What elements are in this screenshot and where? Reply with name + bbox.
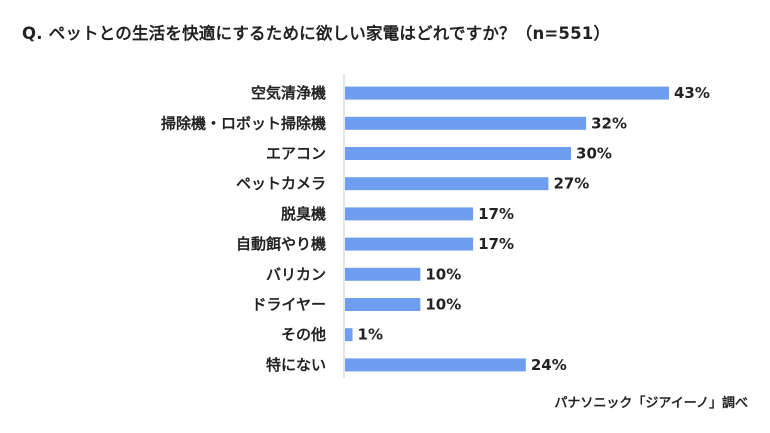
category-label: 掃除機・ロボット掃除機 bbox=[161, 114, 326, 132]
category-label: 特にない bbox=[266, 356, 326, 374]
category-label: ドライヤー bbox=[251, 296, 326, 314]
value-label: 17% bbox=[478, 235, 514, 253]
category-label: ペットカメラ bbox=[236, 175, 326, 193]
bar bbox=[345, 358, 526, 372]
category-label: 空気清浄機 bbox=[251, 84, 326, 102]
value-label: 27% bbox=[553, 175, 589, 193]
category-label: エアコン bbox=[266, 145, 326, 163]
bar bbox=[345, 207, 474, 221]
bar bbox=[345, 237, 474, 251]
value-label: 24% bbox=[531, 356, 567, 374]
value-label: 10% bbox=[425, 265, 461, 283]
bar bbox=[345, 267, 421, 281]
category-label: 脱臭機 bbox=[281, 205, 326, 223]
bar bbox=[345, 298, 421, 311]
category-label: 自動餌やり機 bbox=[236, 235, 326, 253]
value-label: 43% bbox=[674, 84, 710, 102]
bar bbox=[345, 147, 572, 160]
value-label: 10% bbox=[425, 296, 461, 314]
value-label: 1% bbox=[358, 326, 383, 344]
bar bbox=[345, 86, 669, 100]
chart-title: Q. ペットとの生活を快適にするために欲しい家電はどれですか？（n=551） bbox=[22, 24, 611, 43]
source-note: パナソニック「ジアイーノ」調べ bbox=[554, 396, 748, 411]
category-label: バリカン bbox=[266, 265, 326, 283]
bar bbox=[345, 328, 353, 342]
bar bbox=[345, 116, 587, 130]
value-label: 32% bbox=[591, 114, 627, 132]
value-label: 30% bbox=[576, 145, 612, 163]
category-label: その他 bbox=[281, 326, 326, 344]
bar bbox=[345, 177, 549, 191]
value-label: 17% bbox=[478, 205, 514, 223]
